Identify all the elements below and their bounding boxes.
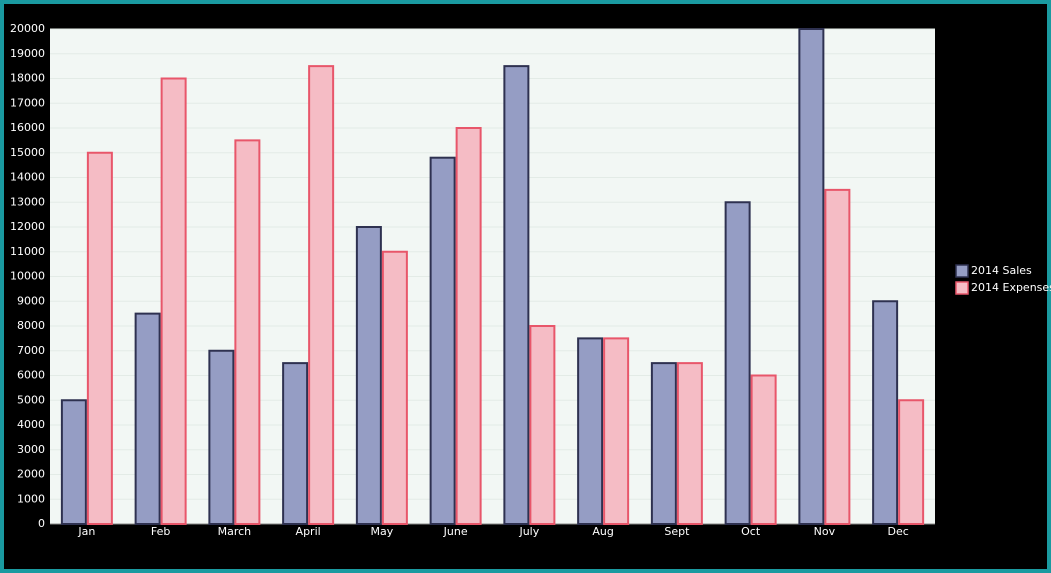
y-tick-label: 19000 (10, 47, 45, 60)
bar (603, 337, 630, 525)
bar (160, 77, 187, 525)
y-tick-label: 4000 (17, 418, 45, 431)
x-tick-label: June (443, 525, 468, 538)
y-tick-label: 9000 (17, 294, 45, 307)
y-tick-label: 11000 (10, 245, 45, 258)
bar (381, 250, 408, 525)
bar (824, 188, 851, 525)
bar (86, 151, 113, 525)
y-tick-label: 20000 (10, 22, 45, 35)
x-tick-label: Nov (814, 525, 836, 538)
y-tick-label: 17000 (10, 96, 45, 109)
bar (798, 28, 825, 525)
y-tick-label: 15000 (10, 146, 45, 159)
bar (208, 349, 235, 525)
x-tick-label: April (296, 525, 321, 538)
y-tick-label: 0 (38, 517, 45, 530)
x-tick-label: March (218, 525, 252, 538)
x-tick-label: Aug (592, 525, 613, 538)
x-tick-label: May (371, 525, 394, 538)
x-tick-label: Feb (151, 525, 170, 538)
bar (503, 65, 530, 525)
bar (308, 65, 335, 525)
y-tick-label: 8000 (17, 319, 45, 332)
bar (455, 127, 482, 525)
legend-swatch (955, 264, 969, 278)
y-tick-label: 5000 (17, 393, 45, 406)
x-tick-label: Dec (887, 525, 908, 538)
y-tick-label: 14000 (10, 171, 45, 184)
bar (650, 362, 677, 525)
x-tick-label: July (518, 525, 539, 538)
bar (577, 337, 604, 525)
y-tick-label: 10000 (10, 270, 45, 283)
y-tick-label: 18000 (10, 72, 45, 85)
bar (134, 312, 161, 525)
bar (529, 325, 556, 525)
legend-label: 2014 Sales (971, 264, 1032, 277)
y-tick-label: 12000 (10, 220, 45, 233)
y-tick-label: 2000 (17, 468, 45, 481)
x-tick-label: Sept (664, 525, 690, 538)
y-tick-label: 1000 (17, 492, 45, 505)
bar (60, 399, 87, 525)
bar (282, 362, 309, 525)
bar (355, 226, 382, 525)
y-tick-label: 3000 (17, 443, 45, 456)
y-tick-label: 16000 (10, 121, 45, 134)
y-tick-label: 6000 (17, 369, 45, 382)
bar (750, 374, 777, 525)
bar (724, 201, 751, 525)
bar (872, 300, 899, 525)
legend-swatch (955, 281, 969, 295)
y-tick-label: 7000 (17, 344, 45, 357)
legend-label: 2014 Expenses (971, 281, 1051, 294)
x-tick-label: Jan (77, 525, 95, 538)
y-tick-label: 13000 (10, 195, 45, 208)
x-tick-label: Oct (741, 525, 761, 538)
bar (676, 362, 703, 525)
bar (234, 139, 261, 525)
bar (898, 399, 925, 525)
bar (429, 156, 456, 525)
